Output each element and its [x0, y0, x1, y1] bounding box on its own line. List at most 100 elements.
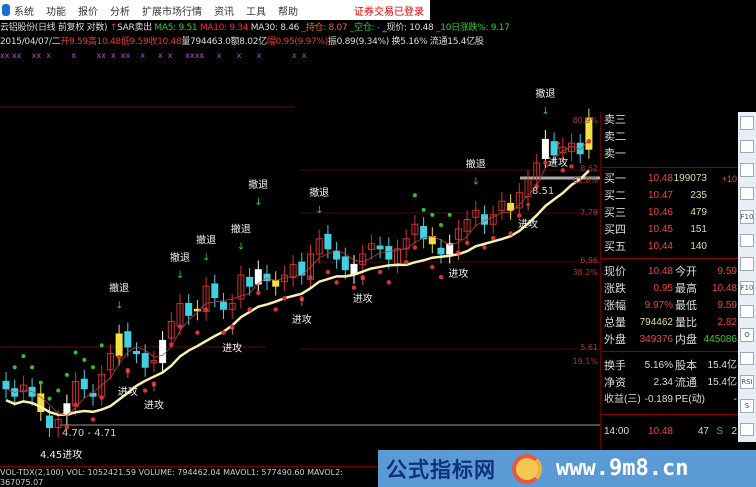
- amplitude: 振0.89(9.34%): [327, 37, 389, 47]
- candle-icon[interactable]: [740, 163, 754, 177]
- grid-icon[interactable]: [740, 116, 754, 130]
- bid-price: 10.45: [647, 224, 673, 235]
- open: 开9.59: [60, 37, 88, 47]
- bid-row[interactable]: 买二 10.47 235: [601, 188, 739, 204]
- candle: [420, 225, 428, 240]
- stat-label: 涨跌: [604, 283, 626, 295]
- retreat-label: 撤退: [248, 178, 268, 191]
- tick-side: S: [716, 426, 723, 437]
- toolbar-f10-button[interactable]: F10: [740, 210, 754, 224]
- axis-label: 5.61: [580, 343, 598, 352]
- tick-price: 10.48: [647, 426, 673, 437]
- ohlc-line: 2015/04/07/二开9.59高10.48低9.59收10.48量79446…: [0, 37, 484, 48]
- bid-volume: 151: [690, 224, 707, 235]
- sar-dot: [508, 231, 513, 236]
- candle: [141, 353, 149, 368]
- bid-change: +10: [721, 174, 737, 184]
- watermark-banner: 公式指标网 www.9m8.cn: [378, 450, 756, 487]
- compare-icon[interactable]: [740, 304, 754, 319]
- toolbar-s-button[interactable]: S: [740, 398, 754, 413]
- candle: [515, 191, 523, 209]
- candle: [385, 246, 393, 260]
- menu-function[interactable]: 功能: [46, 6, 66, 18]
- menu-news[interactable]: 资讯: [214, 6, 234, 18]
- sar-dot: [534, 183, 539, 189]
- sar-dot: [464, 240, 470, 245]
- exit-dot: [412, 193, 417, 198]
- menu-quote[interactable]: 报价: [78, 6, 98, 18]
- attack-label: 进攻: [292, 313, 312, 326]
- up-arrow-icon: ↑: [554, 141, 562, 152]
- ask-row[interactable]: 卖二: [601, 129, 739, 145]
- ask-row[interactable]: 卖一: [601, 146, 739, 162]
- stat-row: 总量 794462 量比 2.82: [601, 315, 739, 331]
- sar-dot: [116, 355, 122, 360]
- current-price: _现价: 10.48: [382, 23, 434, 33]
- tree-icon[interactable]: [740, 422, 754, 437]
- menu-system[interactable]: 系统: [14, 6, 34, 18]
- down-arrow-icon: ↓: [202, 253, 210, 264]
- retreat-label: 撤退: [309, 186, 329, 199]
- candle: [167, 320, 175, 339]
- ask-row[interactable]: 卖三: [601, 112, 739, 128]
- stat-value: 2.34: [653, 377, 673, 388]
- stat-row: 涨跌 0.95 最高 10.48: [601, 281, 739, 297]
- bid-row[interactable]: 买一 10.48 199073 +10: [601, 171, 739, 187]
- stat-value: 794462: [639, 317, 673, 328]
- ask-label: 卖三: [604, 114, 626, 126]
- candle: [185, 302, 193, 316]
- level-price-label: 8.51: [532, 186, 554, 197]
- up-arrow-icon: ↑: [150, 383, 158, 394]
- bid-row[interactable]: 买四 10.45 151: [601, 222, 739, 238]
- note-icon[interactable]: [740, 233, 754, 248]
- wave-icon[interactable]: [740, 351, 754, 366]
- axis-label: 80.9%: [572, 116, 598, 125]
- toolbar-rsi-button[interactable]: RSI: [740, 375, 754, 389]
- login-status[interactable]: 证券交易已登录: [354, 6, 424, 18]
- sar-dot: [169, 342, 174, 347]
- menu-extended-market[interactable]: 扩展市场行情: [142, 6, 202, 18]
- stat-label: 总量: [604, 317, 626, 329]
- change: 幅0.95(9.97%): [266, 37, 328, 47]
- down-arrow-icon: ↓: [315, 205, 323, 216]
- line-chart-icon[interactable]: [740, 139, 754, 154]
- stat-value: 9.59: [717, 266, 737, 277]
- ask-label: 卖一: [604, 148, 626, 160]
- retreat-label: 撤退: [231, 223, 251, 236]
- stat-value: 10.48: [711, 283, 737, 294]
- doc-icon[interactable]: [740, 186, 754, 201]
- up-arrow-icon: ↑: [298, 298, 306, 309]
- volume-indicator-line: VOL-TDX(2,100) VOL: 1052421.59 VOLUME: 7…: [0, 468, 343, 487]
- bid-row[interactable]: 买五 10.44 140: [601, 239, 739, 255]
- candle: [211, 283, 219, 299]
- candlestick-chart[interactable]: 4.45进攻 4.70 - 4.71 8.51 撤退 ↓ 撤退 ↓ 撤退 ↓ 撤退 ↓ 撤退 ↓ 撤退 ↓ 撤…: [0, 60, 600, 460]
- stat-row: 换手 5.16% 股本 15.4亿: [601, 358, 739, 374]
- exit-dot: [99, 343, 104, 348]
- bid-volume: 479: [690, 207, 707, 218]
- close: 收10.48: [148, 37, 182, 47]
- menu-tools[interactable]: 工具: [246, 6, 266, 18]
- exit-dot: [38, 380, 43, 385]
- candle: [124, 331, 132, 348]
- candle: [272, 280, 280, 287]
- sar-dot: [221, 330, 226, 335]
- candle: [472, 209, 480, 218]
- toolbar-o-button[interactable]: O: [740, 328, 754, 342]
- stat-row: 收益(三) -0.189 PE(动) -: [601, 392, 739, 408]
- toolbar-f10-button[interactable]: F10: [740, 281, 754, 295]
- candle: [46, 415, 53, 429]
- indicator-line: 云铝股份(日线 前复权 对数) ↑SAR卖出 MA5: 9.51 MA10: 9…: [0, 23, 510, 34]
- stat-value: 2.82: [717, 317, 737, 328]
- menu-help[interactable]: 帮助: [278, 6, 298, 18]
- side-toolbar: F10 F10 O RSI S: [738, 112, 756, 442]
- bid-row[interactable]: 买三 10.46 479: [601, 205, 739, 221]
- self-icon[interactable]: [740, 257, 754, 272]
- bid-label: 买二: [604, 190, 626, 202]
- candle: [2, 380, 10, 390]
- attack-label: 进攻: [548, 156, 568, 169]
- candle: [524, 178, 532, 198]
- menu-analysis[interactable]: 分析: [110, 6, 130, 18]
- sar-dot: [195, 330, 200, 335]
- candle: [359, 253, 367, 265]
- candle: [133, 350, 140, 355]
